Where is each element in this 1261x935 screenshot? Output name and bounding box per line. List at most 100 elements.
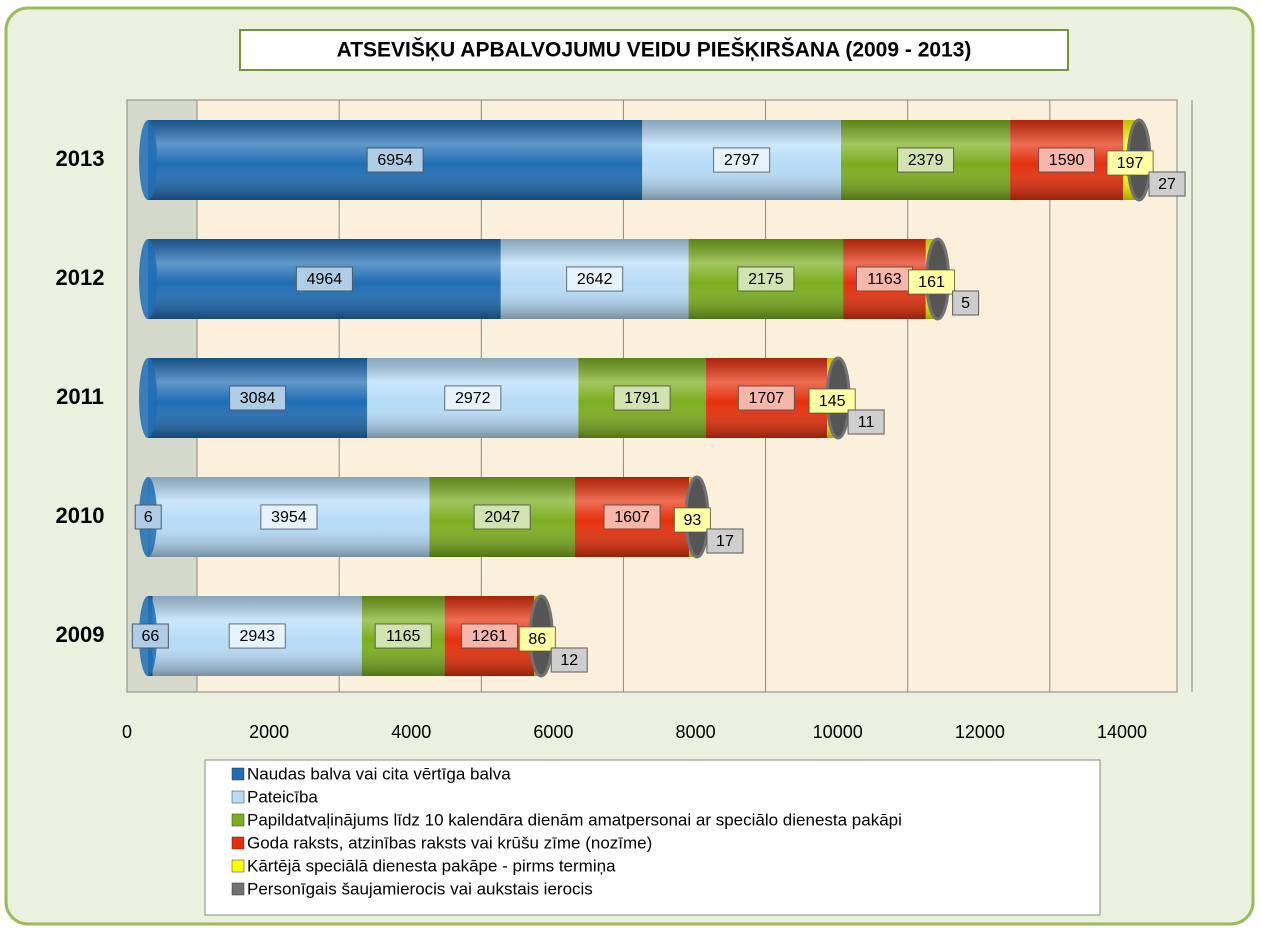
x-tick-label: 0	[122, 722, 132, 742]
data-label-box	[374, 623, 432, 649]
x-tick-label: 12000	[955, 722, 1005, 742]
legend-label: Kārtējā speciālā dienesta pakāpe - pirms…	[247, 856, 616, 875]
y-tick-label: 2010	[56, 503, 105, 528]
data-label-box	[1148, 171, 1186, 197]
data-label-box	[295, 266, 353, 292]
data-label-tint	[952, 291, 979, 315]
data-label: 2642	[577, 271, 613, 288]
data-label-tint	[908, 270, 955, 294]
data-label-box	[897, 147, 955, 173]
data-label: 27	[1158, 176, 1176, 193]
data-label-box	[131, 623, 169, 649]
data-label-box	[229, 385, 287, 411]
data-label: 3954	[271, 509, 307, 526]
data-label-tint	[474, 505, 531, 529]
data-label-box	[737, 266, 795, 292]
data-label: 1163	[867, 271, 902, 288]
data-label-tint	[296, 267, 353, 291]
data-label: 6954	[377, 152, 413, 169]
data-label-box	[228, 623, 286, 649]
data-label-box	[550, 647, 588, 673]
data-label-box	[518, 626, 556, 652]
data-label: 12	[560, 652, 578, 669]
legend-label: Papildatvaļinājums līdz 10 kalendāra die…	[247, 810, 902, 829]
data-label: 3084	[240, 390, 276, 407]
data-label: 1707	[749, 390, 785, 407]
data-label-tint	[737, 267, 794, 291]
data-label-tint	[229, 386, 286, 410]
chart-title: ATSEVIŠĶU APBALVOJUMU VEIDU PIEŠĶIRŠANA …	[337, 38, 972, 62]
data-label-tint	[848, 410, 885, 434]
legend-label: Goda raksts, atzinības raksts vai krūšu …	[247, 833, 652, 852]
data-label-tint	[674, 508, 711, 532]
x-tick-label: 6000	[533, 722, 573, 742]
data-label-box	[737, 385, 795, 411]
title-box	[239, 29, 1069, 71]
data-label-box	[1106, 150, 1154, 176]
data-label-tint	[713, 148, 770, 172]
data-label-tint	[260, 505, 317, 529]
data-label-tint	[551, 648, 588, 672]
x-tick-label: 8000	[676, 722, 716, 742]
data-label: 5	[961, 295, 970, 312]
data-label: 6	[144, 509, 153, 526]
data-label: 17	[716, 533, 734, 550]
data-label-tint	[367, 148, 424, 172]
data-label: 11	[858, 414, 875, 431]
data-label-box	[808, 388, 856, 414]
data-label: 4964	[307, 271, 343, 288]
data-label-tint	[856, 267, 913, 291]
data-label: 145	[819, 393, 846, 410]
data-label-box	[134, 504, 162, 530]
data-label-tint	[706, 529, 743, 553]
data-label-tint	[375, 624, 432, 648]
bar-cap	[139, 239, 157, 319]
legend-label: Naudas balva vai cita vērtīga balva	[247, 764, 511, 783]
data-label: 93	[684, 512, 702, 529]
data-label-box	[1038, 147, 1096, 173]
data-label-tint	[461, 624, 518, 648]
data-label-tint	[1107, 151, 1154, 175]
data-label-tint	[809, 389, 856, 413]
data-label: 197	[1117, 155, 1144, 172]
bar-shading	[148, 120, 1140, 200]
data-label-box	[713, 147, 771, 173]
x-tick-label: 10000	[813, 722, 863, 742]
data-label-tint	[1038, 148, 1095, 172]
data-label-tint	[135, 505, 162, 529]
data-label-box	[952, 290, 980, 316]
data-label-tint	[614, 386, 671, 410]
legend-swatch	[231, 813, 245, 827]
data-label: 2047	[484, 509, 520, 526]
data-label-tint	[444, 386, 501, 410]
legend-label: Personīgais šaujamierocis vai aukstais i…	[247, 879, 593, 898]
data-label-tint	[519, 627, 556, 651]
data-label-box	[444, 385, 502, 411]
data-label-box	[847, 409, 885, 435]
data-label-tint	[132, 624, 169, 648]
data-label-tint	[604, 505, 661, 529]
x-tick-label: 2000	[249, 722, 289, 742]
data-label-box	[908, 269, 956, 295]
data-label-box	[706, 528, 744, 554]
data-label: 1261	[472, 628, 508, 645]
data-label: 86	[528, 631, 546, 648]
legend-swatch	[231, 836, 245, 850]
data-label: 2972	[455, 390, 491, 407]
bar-cap	[139, 358, 157, 438]
data-label: 2797	[724, 152, 760, 169]
data-label-tint	[566, 267, 623, 291]
data-label-box	[613, 385, 671, 411]
data-label-tint	[897, 148, 954, 172]
legend-swatch	[231, 859, 245, 873]
data-label-tint	[1149, 172, 1186, 196]
bar-cap	[139, 120, 157, 200]
data-label: 1590	[1049, 152, 1085, 169]
data-label-tint	[738, 386, 795, 410]
data-label-box	[260, 504, 318, 530]
y-tick-label: 2013	[56, 146, 105, 171]
data-label: 1607	[614, 509, 650, 526]
data-label: 1791	[624, 390, 660, 407]
